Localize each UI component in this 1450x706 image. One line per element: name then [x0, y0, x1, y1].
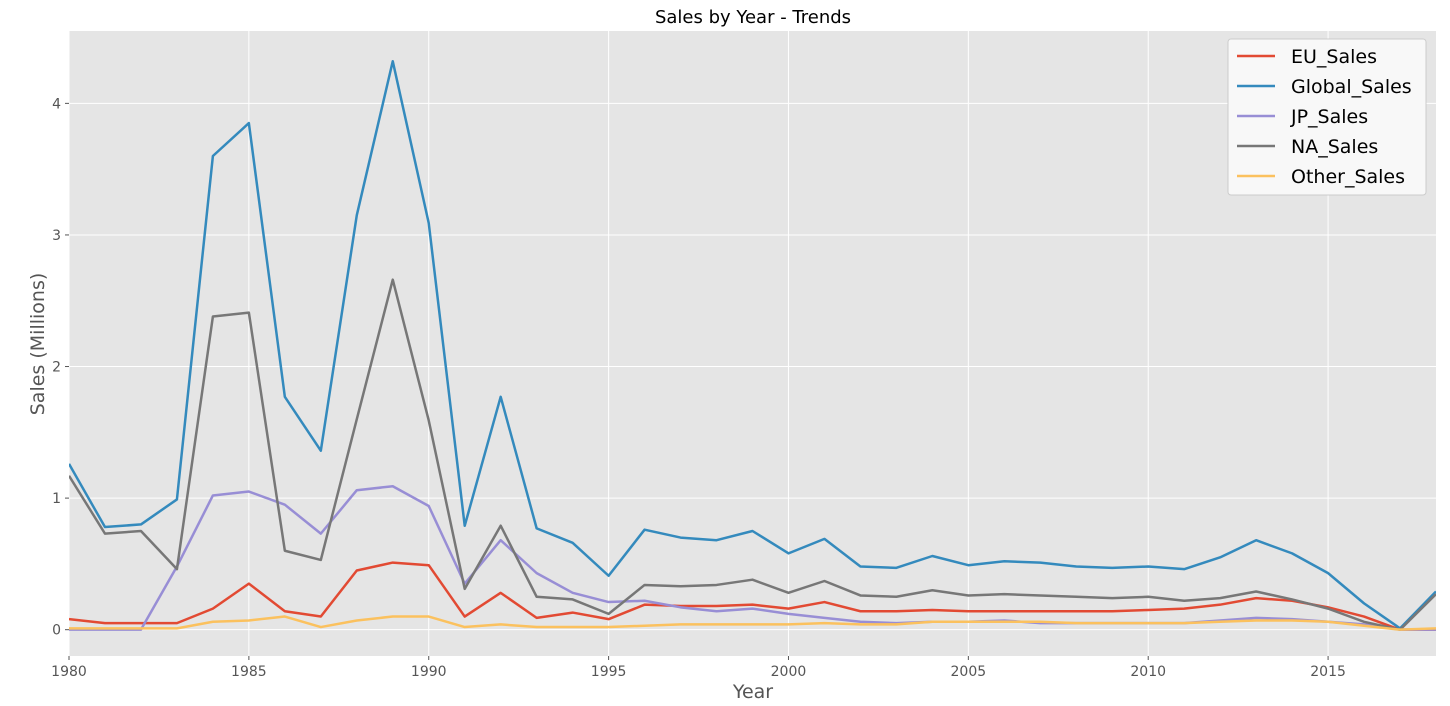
legend-label: EU_Sales: [1291, 46, 1377, 68]
legend-label: Global_Sales: [1291, 76, 1412, 98]
series-line-global-sales: [69, 60, 1436, 630]
y-tick-label: 0: [52, 623, 61, 639]
x-tick-label: 1985: [231, 664, 267, 680]
x-axis-label: Year: [732, 681, 773, 703]
chart-title: Sales by Year - Trends: [655, 7, 851, 28]
y-tick-label: 2: [52, 360, 61, 376]
x-tick-label: 2010: [1130, 664, 1166, 680]
axis-ticks: 1980 1985 1990 1995 2000 2005 2010 2015 0 1 2 3 4: [51, 96, 1346, 680]
x-tick-label: 2000: [771, 664, 807, 680]
x-tick-label: 1995: [591, 664, 627, 680]
legend-label: NA_Sales: [1291, 136, 1378, 158]
x-tick-label: 2005: [951, 664, 987, 680]
y-axis-label: Sales (Millions): [27, 273, 49, 416]
legend: EU_Sales Global_Sales JP_Sales NA_Sales Othe…: [1227, 38, 1427, 196]
series-line-eu-sales: [69, 561, 1436, 631]
y-tick-label: 3: [52, 228, 61, 244]
y-tick-label: 4: [52, 96, 61, 112]
y-tick-label: 1: [52, 491, 61, 507]
series-lines: [69, 60, 1436, 631]
x-tick-label: 1980: [51, 664, 87, 680]
plot-area: [69, 31, 1436, 656]
series-line-other-sales: [69, 615, 1436, 631]
x-tick-label: 2015: [1310, 664, 1346, 680]
legend-label: JP_Sales: [1290, 106, 1368, 128]
legend-label: Other_Sales: [1291, 166, 1405, 188]
x-tick-label: 1990: [411, 664, 447, 680]
series-line-na-sales: [69, 278, 1436, 631]
legend-box: [1227, 38, 1427, 196]
